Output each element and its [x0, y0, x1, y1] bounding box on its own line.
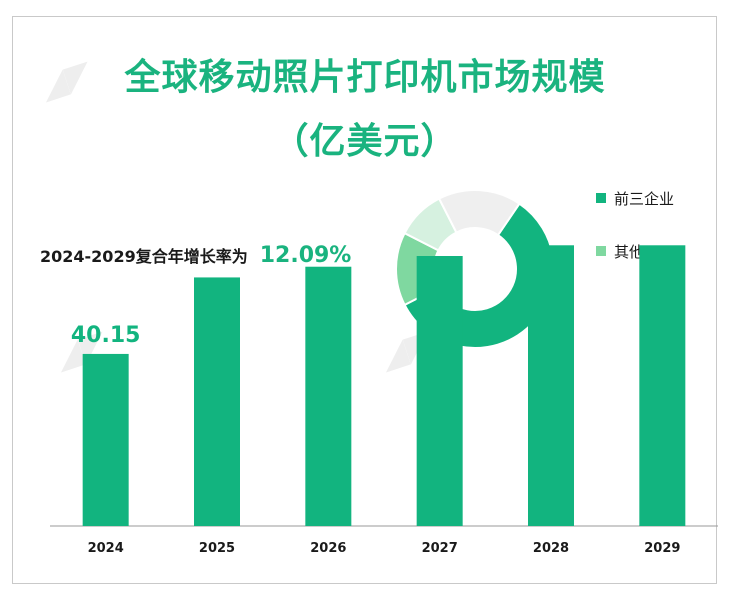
bar-2029 [639, 245, 686, 527]
bar-2026 [305, 266, 352, 526]
x-tick-label: 2029 [644, 541, 680, 556]
legend-label: 前三企业 [614, 189, 675, 208]
bar-2027 [416, 256, 463, 526]
legend-item-top3: 前三企业 [596, 188, 674, 208]
x-tick-label: 2026 [310, 541, 346, 556]
cagr-label: 2024-2029复合年增长率为 [40, 247, 248, 266]
legend-item-others: 其他 [596, 241, 674, 261]
chart-title: 全球移动照片打印机市场规模 [124, 57, 606, 98]
chart-frame [12, 16, 717, 584]
donut-slice-3 [437, 189, 521, 237]
legend-swatch [596, 193, 606, 203]
legend-swatch [596, 246, 606, 256]
x-tick-label: 2028 [533, 541, 569, 556]
x-tick-label: 2025 [199, 541, 235, 556]
data-label: 40.15 [71, 323, 141, 348]
bar-2025 [194, 277, 240, 526]
chart-subtitle: （亿美元） [272, 121, 458, 162]
legend-label: 其他 [614, 242, 645, 261]
x-tick-label: 2024 [88, 541, 124, 556]
donut-legend: 前三企业 其他 [596, 188, 674, 294]
cagr-value: 12.09% [259, 243, 352, 268]
x-tick-label: 2027 [422, 541, 458, 556]
bar-2024 [82, 353, 129, 526]
cagr-annotation: 2024-2029复合年增长率为 12.09% [40, 243, 351, 268]
bar-2028 [528, 245, 574, 527]
